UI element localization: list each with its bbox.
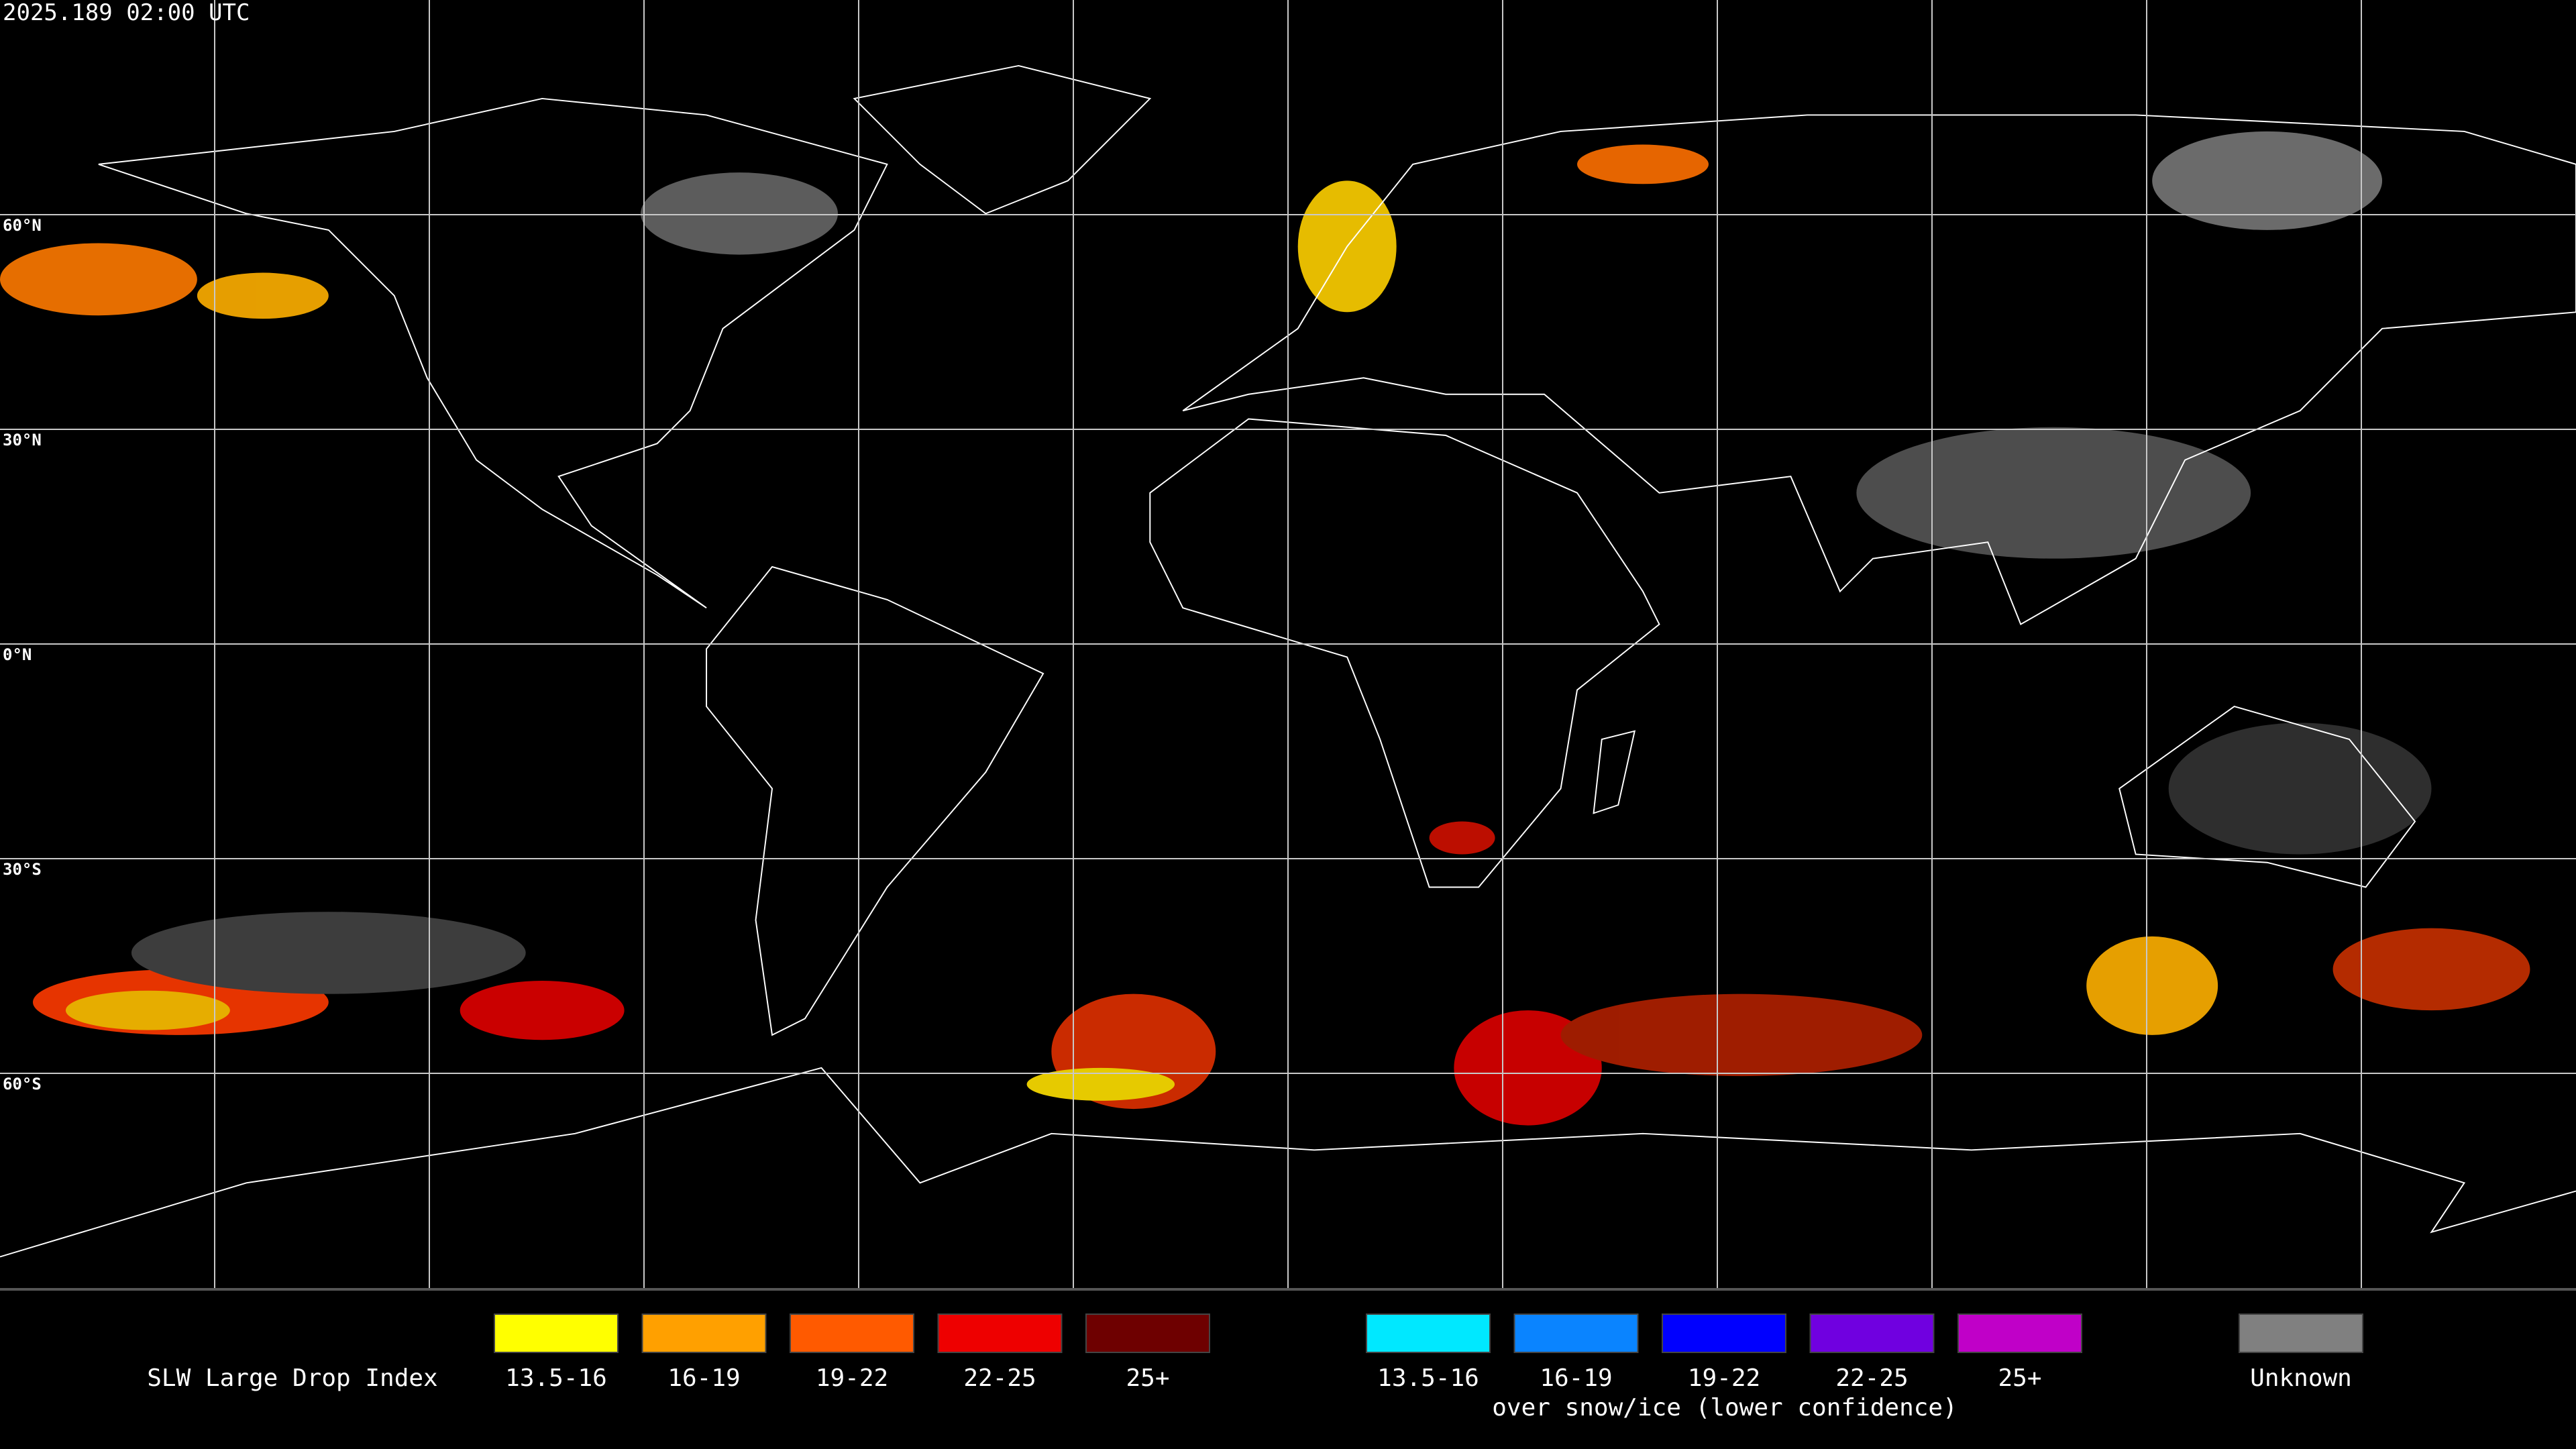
latitude-label: 60°S: [3, 1075, 42, 1093]
legend-label: 19-22: [1688, 1364, 1760, 1392]
legend-swatch: [494, 1313, 619, 1353]
timestamp: 2025.189 02:00 UTC: [3, 0, 250, 26]
legend-swatch: [1809, 1313, 1935, 1353]
legend-label: 16-19: [1540, 1364, 1612, 1392]
map-layer: [0, 64, 2576, 1258]
latitude-label: 30°S: [3, 860, 42, 879]
legend-swatch: [641, 1313, 767, 1353]
legend-swatch: [1366, 1313, 1491, 1353]
legend-swatch: [1513, 1313, 1639, 1353]
legend-swatch: [2239, 1313, 2363, 1353]
legend-label: 22-25: [963, 1364, 1036, 1392]
legend-label: Unknown: [2250, 1364, 2352, 1392]
legend-swatch: [1662, 1313, 1786, 1353]
legend: SLW Large Drop Index over snow/ice (lowe…: [147, 1313, 2363, 1421]
legend-label: 25+: [1998, 1364, 2041, 1392]
legend-label: 16-19: [667, 1364, 740, 1392]
legend-label: 19-22: [816, 1364, 888, 1392]
legend-caption: over snow/ice (lower confidence): [1492, 1394, 1957, 1421]
latitude-label: 30°N: [3, 431, 42, 449]
legend-swatch: [790, 1313, 914, 1353]
legend-label: 13.5-16: [1377, 1364, 1479, 1392]
legend-label: 25+: [1126, 1364, 1169, 1392]
legend-label: 22-25: [1835, 1364, 1908, 1392]
graticule: 60°N 30°N 0°N 30°S 60°S: [0, 0, 2576, 1288]
latitude-label: 60°N: [3, 216, 42, 235]
legend-label: 13.5-16: [505, 1364, 607, 1392]
legend-swatch: [937, 1313, 1063, 1353]
latitude-label: 0°N: [3, 645, 32, 664]
legend-swatch: [1957, 1313, 2082, 1353]
legend-title: SLW Large Drop Index: [147, 1364, 437, 1392]
legend-divider: [0, 1288, 2576, 1291]
coastlines: [0, 64, 2576, 1258]
legend-swatch: [1085, 1313, 1210, 1353]
